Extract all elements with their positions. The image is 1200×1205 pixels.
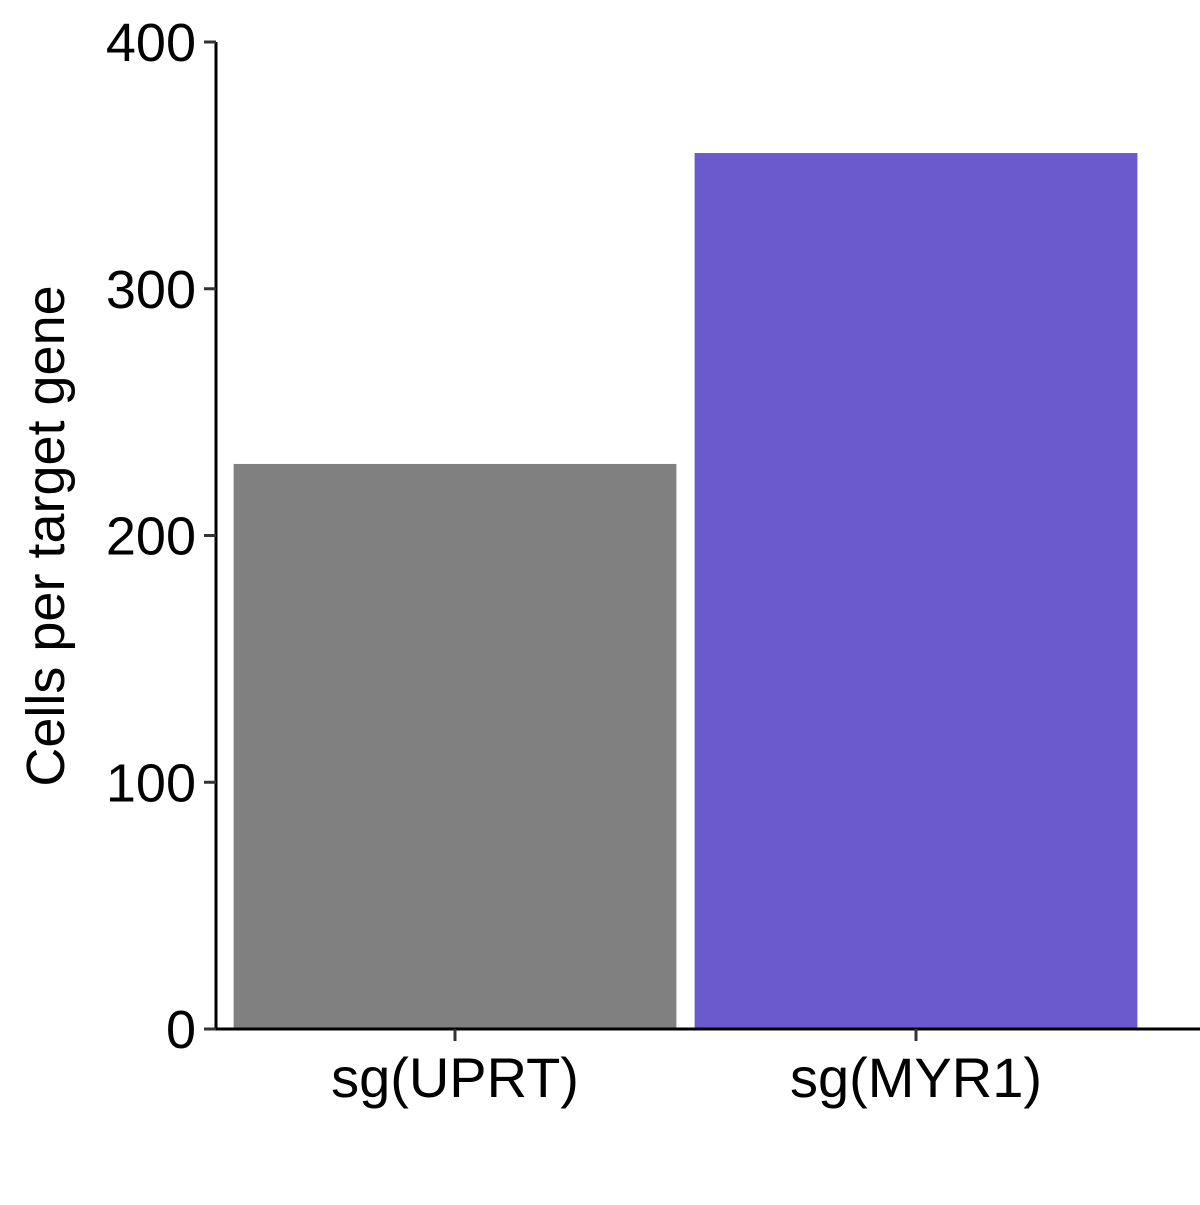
x-tick-label: sg(MYR1) bbox=[790, 1046, 1042, 1109]
y-tick-label: 400 bbox=[106, 13, 196, 73]
y-tick-label: 300 bbox=[106, 260, 196, 320]
y-tick-label: 200 bbox=[106, 507, 196, 567]
x-ticks: sg(UPRT) sg(MYR1) bbox=[331, 1029, 1042, 1109]
bar-1 bbox=[695, 153, 1138, 1029]
y-ticks: 0 100 200 300 400 bbox=[106, 13, 216, 1060]
y-tick-label: 100 bbox=[106, 753, 196, 813]
bars-layer bbox=[234, 153, 1138, 1029]
x-tick-label: sg(UPRT) bbox=[331, 1046, 579, 1109]
y-tick-label: 0 bbox=[166, 1000, 196, 1060]
y-axis-title: Cells per target gene bbox=[16, 285, 76, 786]
bar-0 bbox=[234, 464, 677, 1029]
